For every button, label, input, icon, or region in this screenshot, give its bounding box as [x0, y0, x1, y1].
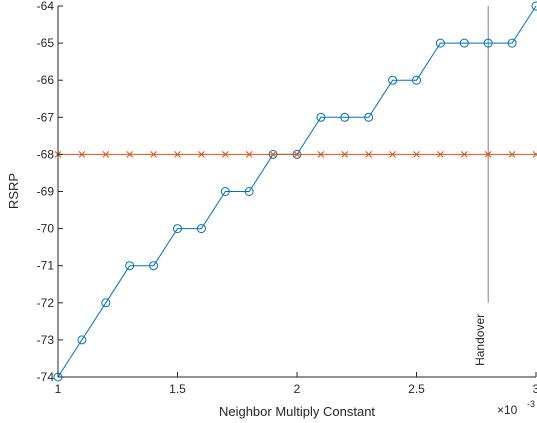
data-point — [435, 38, 445, 48]
x-tick-label: 1.5 — [169, 382, 186, 396]
x-exponent-label: ×10 -3 — [497, 399, 535, 417]
data-point — [126, 151, 134, 158]
data-point — [507, 38, 517, 48]
x-axis-title: Neighbor Multiply Constant — [219, 404, 375, 419]
data-point — [412, 75, 421, 85]
data-point — [150, 151, 157, 158]
x-exponent-power: -3 — [527, 399, 535, 409]
handover-label: Handover — [473, 314, 487, 366]
data-point — [244, 187, 254, 196]
data-point — [389, 151, 396, 158]
data-point — [101, 298, 111, 308]
x-tick-label: 1 — [55, 382, 62, 396]
data-point — [483, 38, 493, 48]
data-point — [221, 151, 229, 158]
data-point — [269, 151, 277, 158]
data-point — [508, 151, 516, 158]
x-marker-stroke — [437, 151, 444, 158]
data-point — [413, 151, 420, 158]
x-marker-stroke — [293, 151, 301, 158]
x-marker-stroke — [221, 151, 229, 158]
plot-area: Handover — [53, 1, 537, 382]
data-point — [340, 112, 350, 122]
x-marker-stroke — [365, 151, 373, 158]
x-axis: 1 1.5 2 2.5 3 — [55, 372, 537, 396]
x-exponent-base: ×10 — [497, 403, 518, 417]
y-tick-label: -70 — [37, 222, 55, 236]
y-tick-label: -66 — [37, 73, 55, 87]
data-point — [437, 151, 444, 158]
y-axis-title: RSRP — [6, 173, 21, 209]
data-point — [174, 151, 181, 158]
data-point — [102, 151, 110, 158]
y-tick-label: -68 — [37, 147, 55, 161]
data-point — [484, 151, 492, 158]
x-tick-label: 2.5 — [408, 382, 425, 396]
x-marker-stroke — [317, 151, 325, 158]
data-point — [198, 151, 205, 158]
data-point — [317, 151, 325, 158]
data-point — [388, 75, 398, 85]
x-marker-stroke — [460, 151, 468, 158]
data-point — [196, 224, 206, 234]
x-marker-stroke — [198, 151, 205, 158]
data-point — [341, 151, 349, 158]
x-marker-stroke — [245, 151, 253, 158]
y-axis: -74 -73 -72 -71 -70 -69 -68 -67 -66 -65 -64 — [37, 0, 63, 384]
data-point — [365, 151, 373, 158]
x-marker-stroke — [126, 151, 134, 158]
x-marker-stroke — [78, 151, 86, 158]
data-point — [125, 261, 135, 271]
data-point — [293, 151, 301, 158]
data-point — [364, 112, 374, 122]
data-point — [149, 261, 159, 271]
data-point — [316, 112, 326, 122]
rsrp-series-line — [57, 5, 537, 378]
x-tick-label: 3 — [533, 382, 537, 396]
y-tick-label: -74 — [37, 370, 55, 384]
y-tick-label: -64 — [37, 0, 55, 13]
x-marker-stroke — [150, 151, 157, 158]
data-point — [459, 38, 469, 48]
data-point — [173, 224, 182, 234]
y-tick-label: -73 — [37, 333, 55, 347]
x-marker-stroke — [102, 151, 110, 158]
y-tick-label: -69 — [37, 185, 55, 199]
data-point — [245, 151, 253, 158]
x-marker-stroke — [508, 151, 516, 158]
data-point — [531, 1, 537, 11]
x-marker-stroke — [389, 151, 396, 158]
x-marker-stroke — [341, 151, 349, 158]
x-tick-label: 2 — [294, 382, 301, 396]
x-marker-stroke — [269, 151, 277, 158]
data-point — [78, 151, 86, 158]
x-marker-stroke — [484, 151, 492, 158]
y-tick-label: -71 — [37, 259, 55, 273]
y-tick-label: -65 — [37, 36, 55, 50]
x-marker-stroke — [413, 151, 420, 158]
data-point — [460, 151, 468, 158]
y-tick-label: -67 — [37, 110, 55, 124]
x-marker-stroke — [174, 151, 181, 158]
x-marker-stroke — [532, 152, 537, 158]
data-point — [77, 335, 87, 345]
data-point — [532, 151, 537, 158]
y-tick-label: -72 — [37, 296, 55, 310]
data-point — [220, 187, 230, 196]
